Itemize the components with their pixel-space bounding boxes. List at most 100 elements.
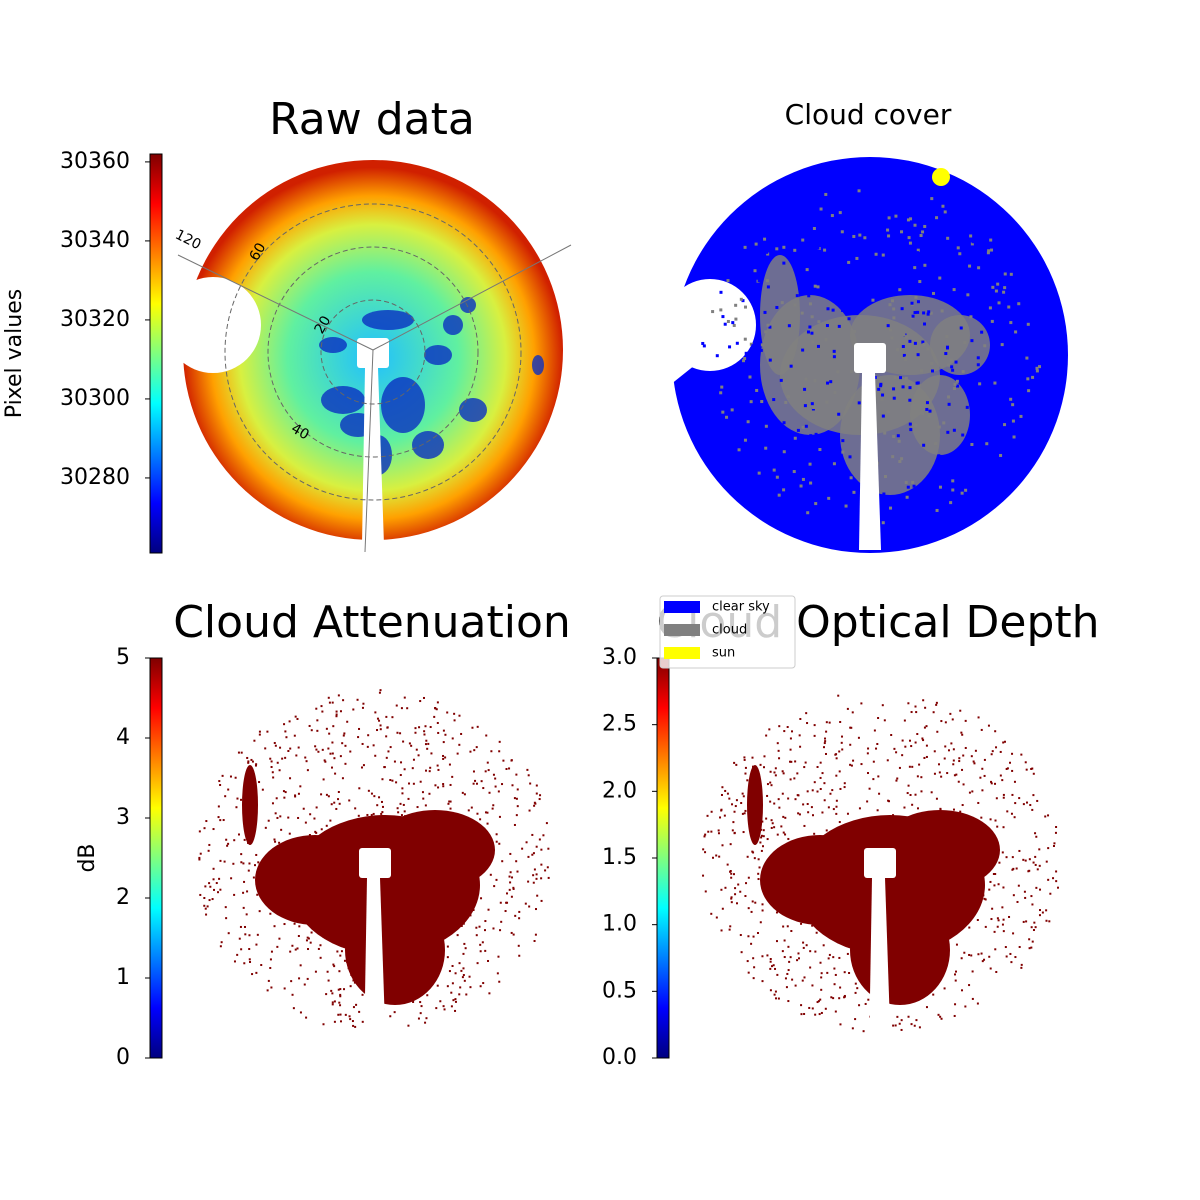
cloud-speck [995, 797, 998, 800]
cloud-speck [769, 967, 772, 970]
cloud-speck [934, 978, 937, 981]
cloud-speck [420, 898, 423, 901]
cloud-speck [897, 968, 900, 971]
cloud-speck [483, 835, 486, 838]
cloud-speck [487, 959, 490, 962]
cloud-speck [230, 877, 233, 880]
cloud-speck [414, 848, 417, 851]
cloud-speck [248, 948, 251, 951]
cloud-speck [516, 870, 519, 873]
cloud-speck [329, 881, 332, 884]
cloud-speck [942, 972, 945, 975]
cloud-speck [746, 289, 750, 293]
cloud-speck [381, 844, 384, 847]
cloud-speck [729, 843, 732, 846]
cloud-speck [944, 293, 948, 297]
cloud-speck [274, 840, 277, 843]
cloud-speck [340, 892, 343, 895]
cloud-speck [374, 711, 377, 714]
crop [670, 345, 720, 385]
cloud-speck [436, 764, 439, 767]
cloud-speck [715, 916, 718, 919]
cloud-speck [257, 861, 260, 864]
cloud-speck [960, 491, 964, 495]
crop [173, 545, 573, 605]
cloud-speck [800, 1013, 803, 1016]
cloud-speck [881, 704, 884, 707]
cloud-speck [460, 847, 463, 850]
cloud-speck [801, 859, 804, 862]
cloud-speck [995, 459, 999, 463]
cloud-speck [1019, 414, 1023, 418]
cloud-speck [349, 967, 352, 970]
cloud-speck [344, 905, 347, 908]
cloud-speck [838, 997, 841, 1000]
cloud-speck [772, 468, 776, 472]
cloud-speck [477, 859, 480, 862]
cloud-speck [1054, 831, 1057, 834]
cloud-speck [723, 274, 727, 278]
cloud-speck [925, 401, 929, 405]
cloud-speck [996, 366, 1000, 370]
cloud-area [850, 895, 950, 1005]
cloud-speck [357, 736, 360, 739]
cloud-speck [795, 294, 799, 298]
cloud-speck [332, 725, 335, 728]
cloud-speck [339, 923, 342, 926]
cloud-speck [820, 873, 823, 876]
cloud-speck [291, 993, 294, 996]
cloud-speck [876, 809, 879, 812]
cloud-speck [947, 363, 951, 367]
cloud-cover-image [664, 157, 1068, 553]
cloud-speck [288, 720, 291, 723]
cloud-speck [349, 985, 352, 988]
cloud-speck [940, 1017, 943, 1020]
cloud-speck [820, 976, 823, 979]
cloud-speck [837, 694, 840, 697]
cloud-speck [1047, 814, 1050, 817]
cloud-speck [518, 910, 521, 913]
cloud-speck [428, 792, 431, 795]
cloud-speck [455, 858, 458, 861]
cloud-speck [269, 966, 272, 969]
cloud-speck [547, 847, 550, 850]
cloud-speck [798, 813, 801, 816]
cloud-speck [219, 859, 222, 862]
mast [869, 878, 891, 1055]
cloud-speck [243, 962, 246, 965]
cloud-speck [475, 934, 478, 937]
cloud-speck [400, 871, 403, 874]
cloud-speck [924, 269, 928, 273]
cloud-speck [372, 744, 375, 747]
cloud-speck [243, 880, 246, 883]
cloud-speck [923, 726, 926, 729]
cloud-speck [459, 986, 462, 989]
cloud-speck [930, 197, 934, 201]
cloud-speck [1030, 767, 1033, 770]
cloud-speck [1025, 920, 1028, 923]
cloud-speck [989, 880, 992, 883]
cloud-speck [753, 857, 756, 860]
cloud-speck [743, 756, 746, 759]
cloud-speck [892, 434, 896, 438]
cloud-speck [983, 774, 986, 777]
cloud-speck [445, 826, 448, 829]
cloud-speck [498, 750, 501, 753]
cloud-speck [450, 1005, 453, 1008]
cloud-speck [858, 971, 861, 974]
cloud-speck [803, 387, 807, 391]
cloud-speck [781, 792, 784, 795]
cloud-speck [433, 857, 436, 860]
cloud-speck [416, 806, 419, 809]
cloud-speck [922, 896, 925, 899]
cloud-speck [916, 834, 919, 837]
cloud-speck [840, 905, 843, 908]
cloud-speck [397, 872, 400, 875]
cloud-speck [846, 952, 849, 955]
cloud-speck [1022, 803, 1025, 806]
cloud-speck [964, 250, 968, 254]
cloud-speck [915, 251, 919, 255]
cloud-speck [774, 767, 777, 770]
cloud-speck [525, 841, 528, 844]
cloud-speck [886, 324, 890, 328]
